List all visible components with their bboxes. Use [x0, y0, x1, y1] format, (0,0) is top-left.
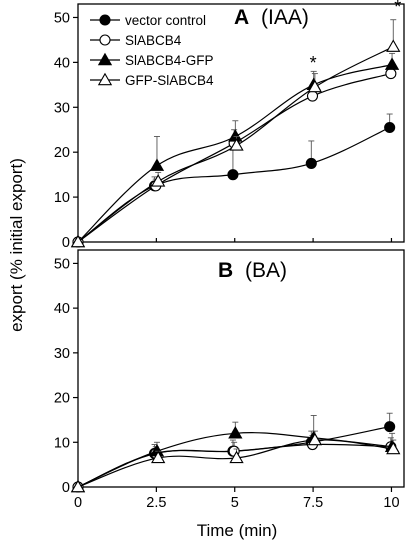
y-tick-label: 50	[54, 10, 70, 26]
legend-item: SlABCB4-GFP	[90, 52, 214, 68]
x-tick-label: 10	[383, 495, 399, 511]
legend-marker	[99, 34, 111, 46]
panel-b-y-ticks: 0 10 20 30 40 50	[54, 256, 78, 496]
data-point	[386, 441, 401, 455]
panel-a-y-ticks: 0 10 20 30 40 50	[54, 10, 78, 251]
y-tick-label: 50	[54, 256, 70, 272]
legend-label: SlABCB4-GFP	[125, 53, 214, 68]
series-gfp-slabcb4	[70, 430, 401, 493]
x-tick-label: 0	[74, 495, 82, 511]
legend-label: GFP-SlABCB4	[125, 73, 214, 88]
significance-asterisk: *	[394, 0, 401, 17]
data-point	[384, 57, 400, 70]
data-point	[307, 432, 323, 446]
legend-label: vector control	[125, 13, 206, 28]
data-point	[384, 421, 396, 433]
legend-marker	[97, 72, 113, 86]
y-tick-label: 20	[54, 391, 70, 407]
x-tick-label: 7.5	[303, 495, 323, 511]
y-tick-label: 10	[54, 190, 70, 206]
y-axis-title: export (% initial export)	[7, 158, 26, 332]
data-point	[228, 129, 243, 142]
x-tick-label: 2.5	[146, 495, 166, 511]
data-point	[385, 68, 397, 80]
panel-b-title: B (BA)	[218, 259, 287, 282]
panel-a-border	[77, 3, 405, 243]
legend-item: SlABCB4	[90, 33, 182, 48]
data-point	[70, 479, 86, 493]
panel-a-series	[70, 19, 401, 248]
data-point	[229, 450, 244, 464]
panel-b-x-ticks: 0 2.5 5 7.5 10	[74, 487, 400, 511]
panel-a-letter: A	[234, 6, 249, 29]
legend-item: GFP-SlABCB4	[90, 72, 214, 88]
y-tick-label: 30	[54, 100, 70, 116]
data-point	[149, 158, 165, 171]
data-point	[307, 79, 323, 93]
data-point	[151, 174, 166, 187]
x-tick-label: 5	[231, 495, 239, 511]
y-tick-label: 0	[62, 480, 70, 496]
data-point	[228, 426, 243, 439]
panel-b: 0 10 20 30 40 50 0 2.5 5 7.5 10 B (BA)	[54, 249, 405, 511]
legend-marker	[97, 52, 113, 66]
x-axis-title: Time (min)	[197, 521, 278, 540]
y-tick-label: 40	[54, 301, 70, 317]
panel-a-subtitle: (IAA)	[261, 6, 309, 29]
series-slabcb4	[72, 64, 397, 248]
data-point	[306, 90, 319, 102]
data-point	[151, 450, 166, 464]
series-line	[77, 73, 392, 243]
series-gfp-slabcb4	[70, 19, 401, 248]
panel-b-subtitle: (BA)	[245, 259, 287, 282]
panel-b-border	[77, 249, 405, 488]
panel-a-annotations: **	[310, 0, 402, 73]
data-point	[305, 157, 317, 169]
panel-b-frame	[77, 249, 405, 488]
data-point	[384, 121, 396, 134]
data-point	[229, 138, 244, 151]
legend-marker	[99, 14, 111, 26]
panel-a-title: A (IAA)	[234, 6, 309, 29]
legend: vector control SlABCB4 SlABCB4-GFP GFP-SlAB…	[90, 13, 214, 88]
panel-b-series	[70, 412, 401, 493]
legend-item: vector control	[90, 13, 206, 28]
y-tick-label: 30	[54, 346, 70, 362]
series-slabcb4	[72, 435, 397, 493]
y-tick-label: 20	[54, 145, 70, 161]
y-tick-label: 0	[62, 235, 70, 251]
y-tick-label: 10	[54, 435, 70, 451]
data-point	[386, 39, 401, 52]
panel-b-letter: B	[218, 259, 233, 282]
significance-asterisk: *	[310, 53, 317, 73]
series-line	[77, 64, 393, 243]
data-point	[70, 234, 86, 248]
y-tick-label: 40	[54, 55, 70, 71]
data-point	[227, 169, 239, 181]
legend-label: SlABCB4	[125, 33, 182, 48]
